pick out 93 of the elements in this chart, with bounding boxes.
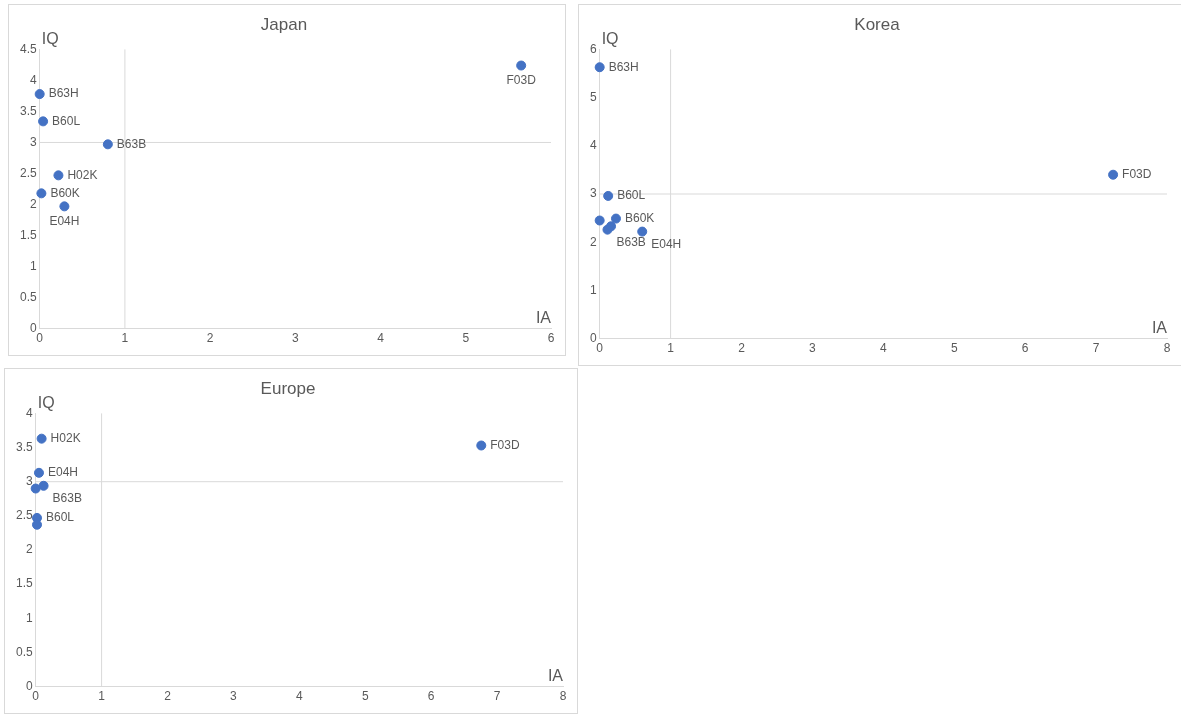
point (53, 170, 64, 181)
y-axis-title: IQ (601, 29, 619, 47)
annotation: F03D (1122, 167, 1152, 182)
x-tick-label: 4 (377, 331, 385, 346)
annotation: B60L (52, 113, 81, 128)
y-tick-label: 0.5 (19, 289, 37, 304)
x-tick-label: 1 (121, 331, 129, 346)
point (594, 215, 605, 226)
annotation: B60L (46, 510, 75, 525)
y-tick-label: 2 (25, 542, 33, 557)
annotation: F03D (506, 72, 537, 87)
point (59, 201, 70, 212)
annotation: F03D (490, 437, 520, 452)
y-tick-label: 5 (589, 89, 597, 104)
point (38, 116, 49, 127)
y-tick-label: 1 (29, 258, 37, 273)
x-tick-label: 5 (950, 341, 958, 356)
x-tick-label: 4 (296, 689, 303, 704)
y-tick-label: 3.5 (19, 103, 37, 118)
annotation: B63B (52, 491, 82, 506)
x-tick-label: 5 (361, 689, 369, 704)
x-axis-title: IA (1151, 319, 1168, 337)
x-tick-label: 1 (98, 689, 106, 704)
point (603, 190, 614, 201)
annotation: H02K (50, 430, 81, 445)
y-tick-label: 0.5 (15, 644, 33, 659)
y-tick-label: 3 (25, 474, 33, 489)
y-axis-title: IQ (37, 393, 55, 411)
x-tick-label: 2 (164, 689, 172, 704)
y-tick-label: 3 (589, 186, 597, 201)
y-tick-label: 4 (589, 138, 597, 153)
point (33, 467, 44, 478)
x-tick-label: 3 (230, 689, 238, 704)
y-tick-label: 2 (589, 234, 597, 249)
x-tick-label: 8 (559, 689, 567, 704)
y-tick-label: 1.5 (19, 227, 37, 242)
y-tick-label: 4 (29, 72, 37, 87)
y-tick-label: 0 (29, 320, 37, 335)
annotation: B60K (50, 185, 80, 200)
point (38, 480, 49, 491)
y-tick-label: 4.5 (19, 41, 37, 56)
annotation: B60K (624, 210, 655, 225)
annotation: E04H (49, 213, 80, 228)
x-tick-label: 1 (667, 341, 675, 356)
y-tick-label: 6 (589, 41, 597, 56)
point (36, 188, 47, 199)
x-tick-label: 8 (1163, 341, 1171, 356)
x-axis-title: IA (535, 309, 552, 327)
chart-title: Europe (260, 378, 316, 398)
point (36, 433, 47, 444)
x-tick-label: 6 (427, 689, 435, 704)
y-tick-label: 3.5 (15, 439, 33, 454)
chart-title: Japan (260, 14, 308, 34)
y-tick-label: 4 (25, 405, 33, 420)
point (102, 139, 113, 150)
annotation: B63B (116, 136, 147, 151)
chart-title: Korea (854, 14, 901, 34)
x-tick-label: 7 (1092, 341, 1100, 356)
y-tick-label: 1 (25, 610, 33, 625)
point (516, 60, 527, 71)
point (1108, 169, 1119, 180)
y-tick-label: 2 (29, 196, 37, 211)
x-tick-label: 2 (738, 341, 746, 356)
x-tick-label: 5 (462, 331, 470, 346)
x-tick-label: 6 (1021, 341, 1029, 356)
point (476, 440, 487, 451)
point (594, 62, 605, 73)
y-tick-label: 3 (29, 134, 37, 149)
annotation: B63H (608, 59, 639, 74)
x-tick-label: 3 (809, 341, 817, 356)
annotation: E04H (651, 236, 682, 251)
annotation: B63B (616, 234, 646, 249)
x-tick-label: 2 (206, 331, 214, 346)
point (30, 483, 41, 494)
annotation: B63H (48, 86, 79, 101)
point (34, 89, 45, 100)
y-tick-label: 0 (25, 678, 33, 693)
y-axis-title: IQ (41, 29, 59, 47)
annotation: E04H (47, 465, 79, 480)
point (610, 213, 621, 224)
point (606, 221, 617, 232)
x-tick-label: 7 (493, 689, 501, 704)
x-tick-label: 4 (879, 341, 887, 356)
y-tick-label: 2.5 (19, 165, 37, 180)
x-axis-title: IA (547, 667, 564, 685)
y-tick-label: 1.5 (15, 576, 33, 591)
y-tick-label: 2.5 (15, 508, 33, 523)
y-tick-label: 1 (589, 282, 597, 297)
annotation: H02K (67, 167, 98, 182)
annotation: B60L (617, 188, 646, 203)
point (637, 226, 648, 237)
x-tick-label: 6 (547, 331, 555, 346)
x-tick-label: 3 (292, 331, 299, 346)
